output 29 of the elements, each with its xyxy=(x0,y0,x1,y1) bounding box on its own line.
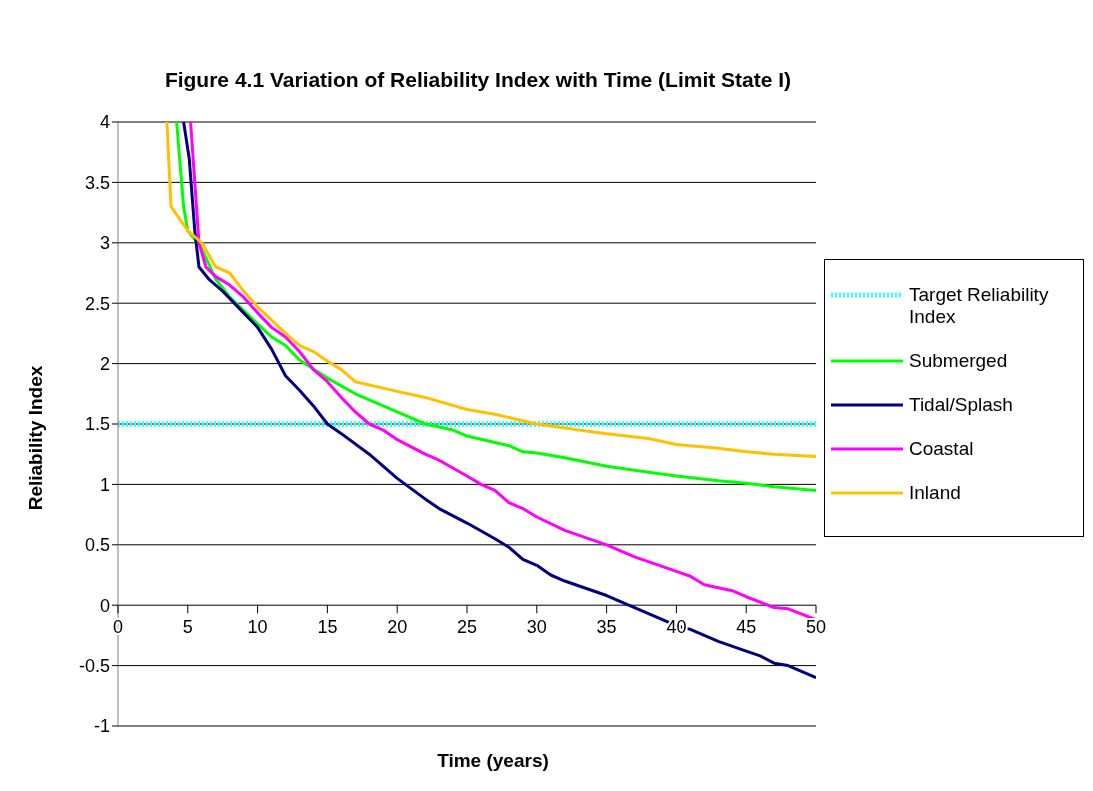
y-tick-label: -0.5 xyxy=(78,655,110,676)
y-tick-label: 0 xyxy=(99,595,110,616)
legend-label: Submerged xyxy=(909,350,1008,372)
chart-title: Figure 4.1 Variation of Reliability Index with Time (Limit State I) xyxy=(163,68,793,92)
x-tick-label: 15 xyxy=(317,617,338,638)
y-axis-title: Reliability Index xyxy=(25,365,47,511)
x-tick-label: 45 xyxy=(736,617,757,638)
x-tick-label: 35 xyxy=(596,617,617,638)
legend-label: Coastal xyxy=(909,438,974,460)
y-tick-label: 1 xyxy=(99,474,110,495)
x-axis-title: Time (years) xyxy=(436,750,550,772)
x-tick-label: 10 xyxy=(247,617,268,638)
y-tick-label: 2.5 xyxy=(84,293,110,314)
x-tick-label: 0 xyxy=(112,617,124,638)
y-tick-label: 1.5 xyxy=(84,414,110,435)
legend-label: Target Reliability Index xyxy=(909,284,1050,328)
y-tick-label: 3.5 xyxy=(84,172,110,193)
y-tick-label: 4 xyxy=(99,112,110,133)
x-tick-label: 25 xyxy=(456,617,478,638)
x-tick-label: 5 xyxy=(182,617,193,638)
y-tick-label: -1 xyxy=(93,716,110,737)
y-tick-label: 2 xyxy=(99,353,110,374)
y-tick-label: 0.5 xyxy=(84,535,110,556)
x-tick-label: 50 xyxy=(805,617,827,638)
legend-label: Tidal/Splash xyxy=(909,394,1013,416)
y-tick-label: 3 xyxy=(99,233,110,254)
x-tick-label: 30 xyxy=(526,617,547,638)
x-tick-label: 20 xyxy=(387,617,408,638)
legend-label: Inland xyxy=(909,482,961,504)
